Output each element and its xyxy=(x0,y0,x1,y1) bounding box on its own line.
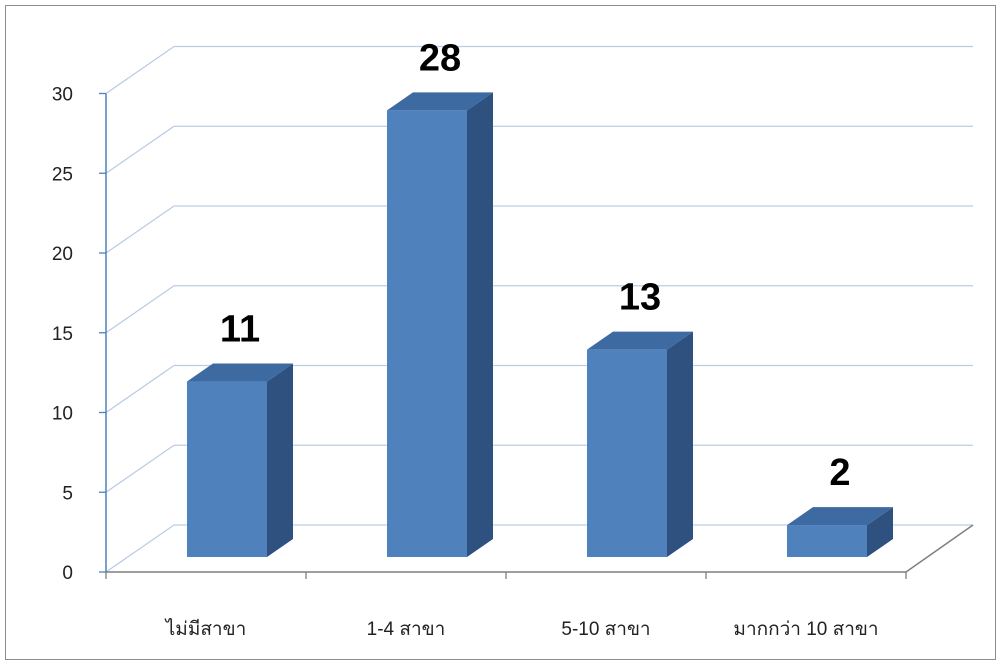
bar-top xyxy=(387,92,493,111)
grid xyxy=(105,45,973,573)
bar-top xyxy=(587,331,693,350)
bar-side xyxy=(867,507,893,557)
floor-right-edge xyxy=(905,524,974,573)
gridline-side xyxy=(105,285,175,334)
y-tick-label: 25 xyxy=(52,164,73,185)
bar-front xyxy=(787,525,867,557)
data-label: 13 xyxy=(619,277,661,319)
bars xyxy=(187,92,893,558)
x-tick-label: 5-10 สาขา xyxy=(561,619,650,640)
y-tick-label: 10 xyxy=(52,404,73,425)
bar xyxy=(187,363,293,557)
y-tick-label: 20 xyxy=(52,244,73,265)
bar-side xyxy=(667,331,693,557)
axes xyxy=(99,92,974,579)
y-tick-label: 30 xyxy=(52,85,73,106)
bar xyxy=(787,507,893,557)
bar-front xyxy=(187,381,267,557)
y-tick-label: 5 xyxy=(62,483,73,504)
x-tick-label: 1-4 สาขา xyxy=(367,619,446,640)
data-label: 28 xyxy=(419,37,461,79)
x-tick-label: ไม่มีสาขา xyxy=(164,618,247,640)
gridline-side xyxy=(105,125,175,174)
data-label: 2 xyxy=(829,452,850,494)
gridline-side xyxy=(105,364,175,414)
gridline-side xyxy=(105,524,175,573)
bar xyxy=(387,92,493,558)
data-labels: 11 28 13 2 xyxy=(220,37,851,494)
data-label: 11 xyxy=(220,309,260,351)
bar-front xyxy=(587,349,667,557)
x-tick-label: มากกว่า 10 สาขา xyxy=(733,619,878,640)
x-tick-labels: ไม่มีสาขา 1-4 สาขา 5-10 สาขา มากกว่า 10 … xyxy=(164,618,879,640)
bar-side xyxy=(467,92,493,558)
bar-top xyxy=(787,507,893,526)
bar-side xyxy=(267,363,293,557)
y-tick-labels: 0 5 10 15 20 25 30 xyxy=(52,85,73,585)
bar-front xyxy=(387,110,467,558)
bar-top xyxy=(187,363,293,382)
gridline-side xyxy=(105,205,175,254)
y-tick-label: 15 xyxy=(52,324,73,345)
y-tick-label: 0 xyxy=(62,563,73,584)
bar xyxy=(587,331,693,557)
gridline-side xyxy=(105,444,175,493)
gridline-side xyxy=(105,45,175,95)
